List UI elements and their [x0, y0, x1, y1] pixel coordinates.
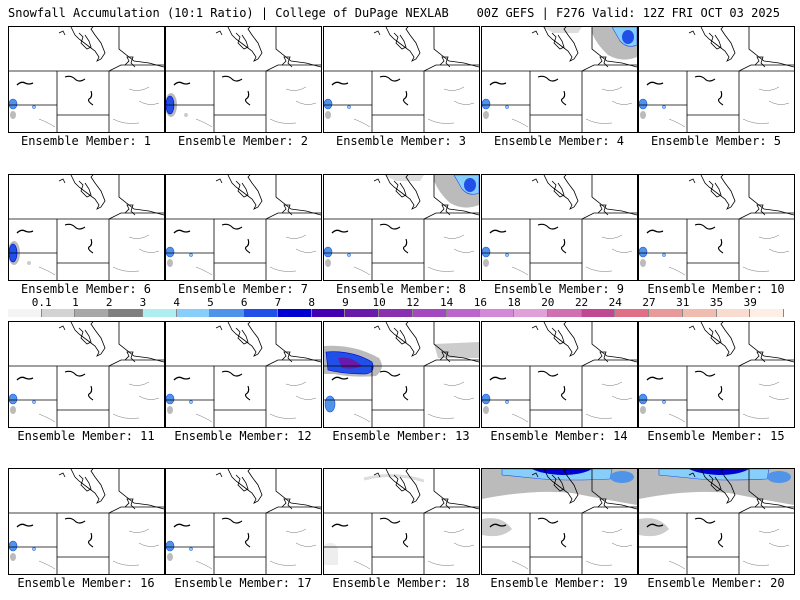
- ensemble-map-panel: [481, 468, 638, 575]
- ensemble-member-label: Ensemble Member: 3: [335, 134, 467, 148]
- ensemble-member-label: Ensemble Member: 7: [177, 282, 309, 296]
- colorbar-tick-label: 7: [274, 296, 282, 309]
- colorbar-tick-label: 9: [342, 296, 349, 309]
- colorbar-swatch: [682, 309, 717, 317]
- colorbar-tick-label: 16: [473, 296, 487, 309]
- colorbar-tick-label: 1: [72, 296, 79, 309]
- colorbar-tick-label: 20: [541, 296, 555, 309]
- ensemble-member-label: Ensemble Member: 18: [332, 576, 470, 590]
- colorbar-tick-label: 0.1: [31, 296, 52, 309]
- ensemble-map-panel: [481, 174, 638, 281]
- ensemble-map-panel: [481, 26, 638, 133]
- colorbar-swatch: [446, 309, 481, 317]
- ensemble-map-panel: [638, 321, 795, 428]
- colorbar-swatch: [176, 309, 211, 317]
- ensemble-member-label: Ensemble Member: 6: [20, 282, 152, 296]
- ensemble-member-label: Ensemble Member: 16: [17, 576, 155, 590]
- colorbar-tick-label: 12: [406, 296, 420, 309]
- ensemble-member-label: Ensemble Member: 9: [493, 282, 625, 296]
- colorbar-swatch: [379, 309, 413, 317]
- ensemble-map-panel: [8, 468, 165, 575]
- ensemble-member-label: Ensemble Member: 12: [174, 429, 312, 443]
- ensemble-map-panel: [638, 174, 795, 281]
- ensemble-map-panel: [8, 26, 165, 133]
- ensemble-map-panel: [165, 26, 322, 133]
- colorbar-swatch: [142, 309, 177, 317]
- colorbar-tick-label: 2: [105, 296, 113, 309]
- colorbar-swatch: [345, 309, 380, 317]
- ensemble-member-label: Ensemble Member: 10: [647, 282, 785, 296]
- ensemble-map-panel: [481, 321, 638, 428]
- ensemble-member-label: Ensemble Member: 17: [174, 576, 312, 590]
- ensemble-map-panel: [8, 321, 165, 428]
- colorbar-swatch: [649, 309, 683, 317]
- colorbar-tick-label: 10: [372, 296, 386, 309]
- colorbar-swatch: [8, 309, 42, 317]
- ensemble-map-panel: [8, 174, 165, 281]
- colorbar-swatch: [210, 309, 245, 317]
- ensemble-map-panel: [165, 321, 322, 428]
- colorbar-tick-label: 24: [608, 296, 622, 309]
- ensemble-member-label: Ensemble Member: 2: [177, 134, 309, 148]
- colorbar-swatch: [244, 309, 278, 317]
- ensemble-map-panel: [323, 174, 480, 281]
- colorbar-tick-label: 4: [173, 296, 180, 309]
- ensemble-map-panel: [165, 174, 322, 281]
- colorbar-swatch: [581, 309, 616, 317]
- ensemble-map-panel: [165, 468, 322, 575]
- colorbar-swatch: [615, 309, 650, 317]
- ensemble-member-label: Ensemble Member: 14: [490, 429, 628, 443]
- ensemble-member-label: Ensemble Member: 13: [332, 429, 470, 443]
- colorbar-tick-label: 3: [139, 296, 147, 309]
- ensemble-member-label: Ensemble Member: 8: [335, 282, 467, 296]
- colorbar-swatch: [514, 309, 548, 317]
- colorbar-swatch: [277, 309, 312, 317]
- header-valid-time: 00Z GEFS | F276 Valid: 12Z FRI OCT 03 20…: [476, 6, 780, 20]
- ensemble-map-panel: [323, 26, 480, 133]
- colorbar-tick-label: 14: [439, 296, 454, 309]
- ensemble-map-panel: [638, 26, 795, 133]
- ensemble-map-panel: [638, 468, 795, 575]
- colorbar-tick-label: 6: [240, 296, 248, 309]
- ensemble-member-label: Ensemble Member: 5: [650, 134, 782, 148]
- colorbar-tick-label: 22: [574, 296, 589, 309]
- colorbar-swatch: [311, 309, 346, 317]
- colorbar-swatch: [547, 309, 582, 317]
- colorbar-tick-label: 35: [709, 296, 724, 309]
- colorbar-swatch: [716, 309, 751, 317]
- ensemble-member-label: Ensemble Member: 1: [20, 134, 152, 148]
- ensemble-member-label: Ensemble Member: 4: [493, 134, 625, 148]
- ensemble-map-panel: [323, 468, 480, 575]
- colorbar-tick-label: 18: [507, 296, 521, 309]
- ensemble-member-label: Ensemble Member: 15: [647, 429, 785, 443]
- colorbar-tick-label: 31: [676, 296, 690, 309]
- ensemble-member-label: Ensemble Member: 11: [17, 429, 155, 443]
- colorbar-swatch: [750, 309, 784, 317]
- colorbar-tick-label: 8: [308, 296, 315, 309]
- ensemble-member-label: Ensemble Member: 19: [490, 576, 628, 590]
- colorbar-swatch: [109, 309, 143, 317]
- colorbar-swatch: [412, 309, 447, 317]
- header-title: Snowfall Accumulation (10:1 Ratio) | Col…: [8, 6, 449, 20]
- ensemble-map-panel: [323, 321, 480, 428]
- colorbar-swatch: [480, 309, 515, 317]
- ensemble-member-label: Ensemble Member: 20: [647, 576, 785, 590]
- colorbar-tick-label: 39: [743, 296, 757, 309]
- colorbar-tick-label: 27: [642, 296, 656, 309]
- colorbar-swatch: [41, 309, 76, 317]
- colorbar-swatch: [75, 309, 110, 317]
- colorbar-tick-label: 5: [207, 296, 214, 309]
